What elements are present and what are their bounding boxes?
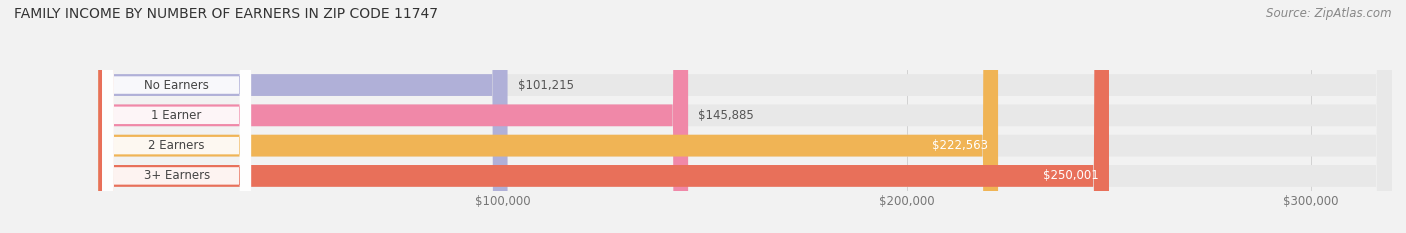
FancyBboxPatch shape bbox=[98, 0, 1392, 233]
Text: 1 Earner: 1 Earner bbox=[152, 109, 202, 122]
Text: FAMILY INCOME BY NUMBER OF EARNERS IN ZIP CODE 11747: FAMILY INCOME BY NUMBER OF EARNERS IN ZI… bbox=[14, 7, 439, 21]
Text: No Earners: No Earners bbox=[145, 79, 209, 92]
FancyBboxPatch shape bbox=[98, 0, 1392, 233]
Text: $145,885: $145,885 bbox=[699, 109, 754, 122]
Text: Source: ZipAtlas.com: Source: ZipAtlas.com bbox=[1267, 7, 1392, 20]
Text: $222,563: $222,563 bbox=[932, 139, 988, 152]
FancyBboxPatch shape bbox=[98, 0, 508, 233]
FancyBboxPatch shape bbox=[98, 0, 998, 233]
Text: $250,001: $250,001 bbox=[1043, 169, 1098, 182]
FancyBboxPatch shape bbox=[98, 0, 1109, 233]
FancyBboxPatch shape bbox=[103, 0, 252, 233]
FancyBboxPatch shape bbox=[103, 0, 252, 233]
FancyBboxPatch shape bbox=[103, 0, 252, 233]
FancyBboxPatch shape bbox=[98, 0, 1392, 233]
Text: 3+ Earners: 3+ Earners bbox=[143, 169, 209, 182]
FancyBboxPatch shape bbox=[98, 0, 1392, 233]
Text: $101,215: $101,215 bbox=[517, 79, 574, 92]
Text: 2 Earners: 2 Earners bbox=[149, 139, 205, 152]
FancyBboxPatch shape bbox=[103, 0, 252, 233]
FancyBboxPatch shape bbox=[98, 0, 688, 233]
